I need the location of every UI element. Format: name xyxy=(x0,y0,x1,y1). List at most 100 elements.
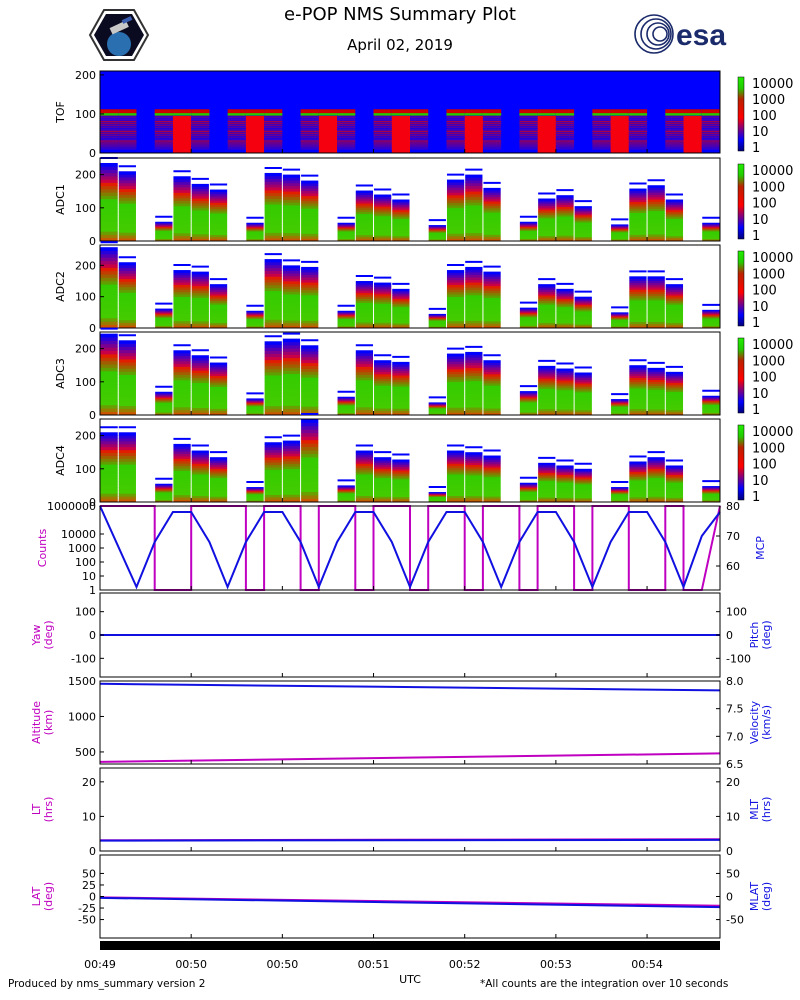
adc4-bin-cell xyxy=(246,489,264,491)
adc3-bin-cell xyxy=(355,385,374,389)
adc3-bin-cell xyxy=(355,404,374,408)
adc1-bin-cell xyxy=(629,219,647,222)
colorbar-tick-label: 1 xyxy=(752,403,760,418)
adc4-bin-cell xyxy=(446,482,465,486)
adc3-bin-cell xyxy=(282,370,301,375)
y-tick-label-5: 10 xyxy=(82,570,96,583)
adc2-bin-cell xyxy=(246,315,264,317)
adc2-bin-cell xyxy=(246,319,264,321)
adc3-bin-cell xyxy=(556,374,574,377)
adc1-bin-cell xyxy=(374,194,392,197)
adc1-bin-cell xyxy=(301,213,319,217)
adc2-bin-cell xyxy=(702,312,720,314)
adc2-bin-cell xyxy=(574,296,592,299)
tof-green-line xyxy=(464,113,483,116)
adc3-bin-cell xyxy=(428,402,446,404)
adc4-bin-cell xyxy=(428,500,446,502)
adc3-bin-cell xyxy=(191,390,209,393)
adc4-bin-cell xyxy=(702,493,720,495)
tof-stripe xyxy=(154,116,173,119)
adc1-bin-cell xyxy=(246,223,264,225)
y-right-tick-label-8: 10 xyxy=(726,810,740,823)
adc1-bin-cell xyxy=(337,231,355,233)
y-tick-label-1: 0 xyxy=(89,235,96,248)
adc1-bin-cell xyxy=(574,235,592,238)
adc1-bin-cell xyxy=(665,204,684,207)
tof-stripe xyxy=(519,148,538,150)
adc3-bin-cell xyxy=(301,388,319,393)
adc3-bin-cell xyxy=(647,405,665,408)
adc1-bin-cell xyxy=(428,236,446,238)
adc3-bin-cell xyxy=(519,391,538,393)
adc4-bin-cell xyxy=(465,462,483,466)
tof-stripe xyxy=(300,134,319,136)
adc2-bin-cell xyxy=(246,312,264,315)
adc4-bin-cell xyxy=(665,483,684,486)
adc1-bin-cell xyxy=(538,209,556,212)
adc1-bin-cell xyxy=(282,232,301,236)
adc2-bin-cell xyxy=(173,301,191,305)
adc4-bin-cell xyxy=(118,452,136,456)
adc1-bin-cell xyxy=(100,175,118,180)
adc3-bin-cell xyxy=(519,394,538,396)
adc2-bin-cell xyxy=(264,322,282,326)
adc3-bin-cell xyxy=(337,407,355,409)
adc3-bin-cell xyxy=(611,402,629,404)
adc2-bin-cell xyxy=(355,316,374,319)
adc3-bin-cell xyxy=(118,340,136,344)
adc4-bin-cell xyxy=(647,459,665,462)
adc4-bin-cell xyxy=(191,463,209,466)
adc4-bin-cell xyxy=(428,492,446,494)
adc4-bin-cell xyxy=(538,467,556,470)
adc2-bin-cell xyxy=(611,322,629,324)
adc4-bin-cell xyxy=(465,477,483,480)
adc4-bin-cell xyxy=(173,492,191,496)
adc2-bin-cell xyxy=(191,313,209,317)
adc1-bin-cell xyxy=(519,221,538,223)
adc1-bin-cell xyxy=(264,172,282,177)
adc3-bin-cell xyxy=(337,408,355,411)
adc2-bin-cell xyxy=(337,316,355,318)
adc3-bin-cell xyxy=(246,403,264,406)
adc2-bin-cell xyxy=(665,322,684,325)
tof-stripe xyxy=(100,118,119,121)
adc1-bin-cell xyxy=(629,214,647,218)
adc4-bin-cell xyxy=(556,482,574,485)
adc1-bin-cell xyxy=(100,214,118,219)
adc2-bin-cell xyxy=(246,322,264,324)
adc3-bin-cell xyxy=(611,400,629,402)
adc1-bin-cell xyxy=(556,233,574,236)
tof-stripe xyxy=(373,138,392,140)
tof-stripe xyxy=(264,126,283,129)
panel-frame-3 xyxy=(99,331,721,416)
adc1-bin-cell xyxy=(246,226,264,228)
adc4-bin-cell xyxy=(301,463,319,468)
adc1-bin-cell xyxy=(519,231,538,233)
tof-stripe xyxy=(154,140,173,142)
adc4-bin-cell xyxy=(155,490,173,492)
adc2-bin-cell xyxy=(355,292,374,296)
adc1-bin-cell xyxy=(264,235,282,239)
adc1-bin-cell xyxy=(647,234,665,237)
adc1-bin-cell xyxy=(465,210,483,214)
adc3-bin-cell xyxy=(100,377,118,382)
adc2-bin-cell xyxy=(446,282,465,285)
adc2-bin-cell xyxy=(282,278,301,282)
adc1-bin-cell xyxy=(519,227,538,229)
adc3-bin-cell xyxy=(647,413,665,416)
adc4-bin-cell xyxy=(246,497,264,499)
adc3-bin-cell xyxy=(264,405,282,410)
adc1-bin-cell xyxy=(337,229,355,231)
adc4-bin-cell xyxy=(374,477,392,480)
tof-upper-band xyxy=(154,109,173,114)
adc3-bin-cell xyxy=(191,362,209,366)
adc1-bin-cell xyxy=(428,227,446,229)
adc2-bin-cell xyxy=(100,253,118,258)
adc2-bin-cell xyxy=(519,309,538,311)
adc1-bin-cell xyxy=(301,200,319,204)
tof-stripe xyxy=(701,142,720,144)
adc4-bin-cell xyxy=(629,478,647,481)
adc3-bin-cell xyxy=(264,375,282,379)
tof-green-line xyxy=(555,113,575,116)
adc2-bin-cell xyxy=(209,306,228,309)
